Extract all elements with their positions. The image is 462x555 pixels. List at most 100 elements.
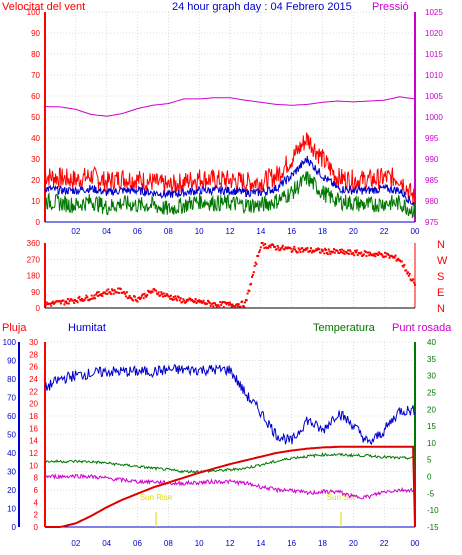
direction-point (306, 247, 309, 250)
direction-point (273, 246, 276, 248)
direction-point (258, 251, 261, 254)
direction-point (362, 253, 365, 256)
direction-point (259, 246, 262, 249)
direction-point (207, 300, 210, 303)
direction-point (383, 255, 386, 258)
direction-point (118, 291, 120, 294)
direction-point (343, 253, 346, 255)
wind-x-tick: 16 (287, 227, 296, 236)
direction-point (104, 292, 107, 295)
direction-point (96, 295, 99, 297)
rain-title: Pluja (2, 322, 27, 334)
direction-point (387, 254, 390, 256)
direction-point (145, 295, 148, 298)
direction-point (359, 252, 362, 255)
direction-point (255, 263, 258, 266)
direction-point (348, 249, 351, 252)
direction-point (403, 263, 406, 266)
direction-point (103, 291, 106, 294)
direction-point (316, 248, 319, 251)
direction-point (388, 256, 391, 259)
direction-point (409, 278, 412, 281)
direction-point (319, 251, 322, 254)
rain-y-tick: 20 (29, 400, 38, 409)
direction-point (198, 299, 201, 302)
series-humidity-line (44, 363, 416, 446)
direction-point (374, 255, 377, 258)
temperature-y-tick: 35 (427, 355, 436, 364)
direction-point (408, 272, 411, 275)
direction-point (181, 300, 184, 303)
humidity-y-tick: 70 (7, 394, 16, 403)
direction-point (141, 293, 144, 296)
direction-point (252, 271, 255, 274)
direction-point (332, 250, 335, 253)
direction-point (125, 295, 127, 298)
climate-x-tick: 08 (164, 539, 173, 548)
direction-point (86, 296, 89, 299)
wind-x-tick: 00 (411, 227, 420, 236)
direction-point (402, 265, 405, 268)
pressure-y-tick: 1005 (425, 92, 443, 101)
direction-point (85, 294, 88, 297)
series-temperature-line (44, 451, 415, 474)
wind-y-tick: 100 (27, 8, 41, 17)
direction-point (298, 248, 301, 251)
direction-y-tick: 0 (36, 304, 41, 313)
direction-point (324, 247, 327, 250)
direction-point (84, 297, 87, 300)
direction-point (297, 247, 300, 250)
direction-point (380, 253, 383, 255)
humidity-y-tick: 40 (7, 449, 16, 458)
temperature-y-tick: 25 (427, 388, 436, 397)
direction-point (75, 300, 78, 302)
direction-point (340, 248, 343, 251)
direction-point (310, 247, 312, 250)
wind-x-tick: 06 (133, 227, 142, 236)
dewpoint-title: Punt rosada (392, 322, 452, 334)
direction-point (72, 299, 75, 302)
direction-point (272, 244, 275, 246)
direction-point (336, 250, 339, 252)
direction-point (142, 297, 145, 300)
rain-y-tick: 24 (29, 375, 38, 384)
wind-y-tick: 20 (31, 176, 40, 185)
direction-point (107, 288, 110, 291)
direction-point (94, 297, 97, 300)
direction-point (206, 302, 209, 305)
wind-title: Velocitat del vent (2, 1, 85, 13)
direction-point (263, 247, 266, 250)
rain-y-tick: 14 (29, 437, 38, 446)
direction-point (70, 298, 73, 301)
rain-y-tick: 2 (34, 511, 39, 520)
direction-point (369, 251, 372, 254)
direction-point (349, 250, 352, 253)
series-avg-line (44, 155, 416, 207)
rain-y-tick: 6 (34, 486, 39, 495)
direction-point (261, 242, 264, 244)
direction-point (314, 249, 317, 252)
direction-point (377, 254, 379, 256)
direction-point (229, 303, 232, 306)
direction-point (59, 302, 62, 305)
pressure-y-tick: 990 (425, 155, 439, 164)
climate-x-tick: 22 (380, 539, 389, 548)
direction-point (153, 288, 156, 291)
direction-point (123, 291, 126, 294)
climate-x-tick: 12 (226, 539, 235, 548)
direction-point (113, 289, 116, 292)
climate-x-tick: 04 (102, 539, 111, 548)
wind-y-tick: 70 (31, 71, 40, 80)
direction-point (93, 294, 96, 297)
humidity-y-tick: 0 (12, 523, 17, 532)
direction-point (299, 251, 302, 253)
direction-point (199, 300, 202, 302)
direction-point (44, 304, 47, 307)
rain-y-tick: 30 (29, 338, 38, 347)
temperature-y-tick: 15 (427, 422, 436, 431)
direction-point (116, 291, 119, 294)
direction-point (250, 282, 253, 285)
direction-point (133, 295, 136, 298)
direction-point (239, 305, 242, 308)
rain-y-tick: 10 (29, 461, 38, 470)
